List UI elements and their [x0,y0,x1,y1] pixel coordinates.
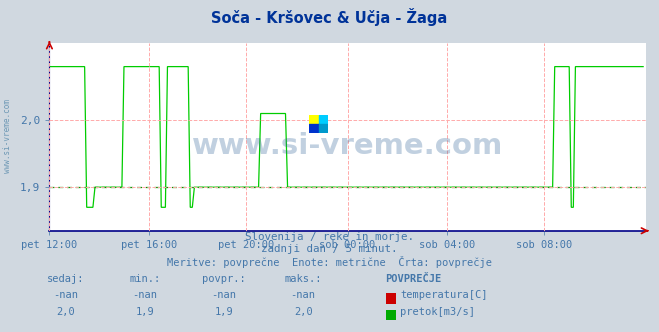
Text: sedaj:: sedaj: [47,274,84,284]
Text: Slovenija / reke in morje.: Slovenija / reke in morje. [245,232,414,242]
Text: -nan: -nan [132,290,158,300]
Text: Meritve: povprečne  Enote: metrične  Črta: povprečje: Meritve: povprečne Enote: metrične Črta:… [167,256,492,268]
Text: min.:: min.: [129,274,161,284]
Text: 2,0: 2,0 [294,307,312,317]
Text: -nan: -nan [53,290,78,300]
Text: maks.:: maks.: [285,274,322,284]
Text: 1,9: 1,9 [215,307,233,317]
Text: pretok[m3/s]: pretok[m3/s] [400,307,475,317]
Bar [310,115,319,124]
Text: -nan: -nan [291,290,316,300]
Text: povpr.:: povpr.: [202,274,246,284]
Bar [319,115,328,124]
Text: 2,0: 2,0 [57,307,75,317]
Bar [310,124,319,133]
Text: Soča - Kršovec & Učja - Žaga: Soča - Kršovec & Učja - Žaga [212,8,447,26]
Bar [319,124,328,133]
Text: www.si-vreme.com: www.si-vreme.com [192,132,503,160]
Text: zadnji dan / 5 minut.: zadnji dan / 5 minut. [261,244,398,254]
Text: temperatura[C]: temperatura[C] [400,290,488,300]
Text: POVPREČJE: POVPREČJE [386,274,442,284]
Text: 1,9: 1,9 [136,307,154,317]
Text: -nan: -nan [212,290,237,300]
Text: www.si-vreme.com: www.si-vreme.com [3,99,13,173]
